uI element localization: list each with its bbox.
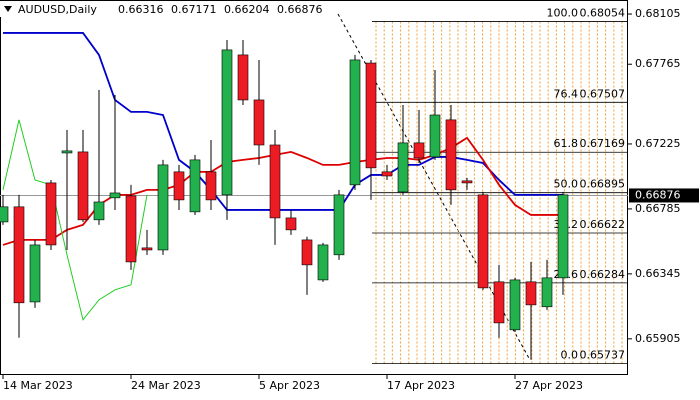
candle-body [333, 194, 345, 256]
candle-body [237, 54, 249, 101]
y-tick-label: 0.67225 [635, 137, 681, 150]
candle-body [445, 119, 457, 191]
candle-body [397, 142, 409, 193]
candle-body [269, 144, 281, 219]
y-tick-label: 0.67765 [635, 57, 681, 70]
candle-body [525, 281, 537, 306]
x-tick-label: 27 Apr 2023 [515, 379, 583, 392]
candle-body [557, 194, 569, 279]
fib-level-value: 0.66284 [580, 268, 626, 281]
header-high: 0.67171 [171, 3, 217, 16]
fib-level-value: 0.66895 [580, 178, 626, 191]
candle-body [381, 171, 393, 177]
candle-body [13, 206, 25, 304]
header-bg [0, 1, 335, 17]
candle-body [93, 201, 105, 221]
candle-body [77, 151, 89, 221]
candle-body [125, 195, 137, 263]
candle-body [29, 244, 41, 303]
candle-body [61, 150, 73, 154]
candle-body [253, 99, 265, 146]
symbol: AUDUSD,Daily [18, 3, 97, 16]
indicator-line [2, 119, 148, 321]
fib-level-label: 76.4 [554, 87, 579, 100]
candle-body [349, 59, 361, 186]
indicator-line [3, 32, 563, 211]
header-close: 0.66876 [277, 3, 323, 16]
candle-body [429, 114, 441, 158]
candle-body [413, 142, 425, 159]
candle-body [317, 244, 329, 281]
x-tick-label: 14 Mar 2023 [3, 379, 73, 392]
header-low: 0.66204 [224, 3, 270, 16]
last-price-label: 0.66876 [635, 188, 681, 201]
fib-level-value: 0.65737 [580, 349, 626, 362]
y-tick-label: 0.66785 [635, 202, 681, 215]
candle-body [189, 159, 201, 213]
candle-body [477, 194, 489, 289]
y-tick-label: 0.65905 [635, 332, 681, 345]
candle-body [221, 49, 233, 196]
candle-body [493, 281, 505, 324]
y-tick-label: 0.68105 [635, 7, 681, 20]
candle-body [285, 217, 297, 231]
candle-body [45, 182, 57, 246]
x-tick-label: 17 Apr 2023 [387, 379, 455, 392]
candle-body [461, 180, 473, 184]
candle-body [365, 62, 377, 169]
x-tick-label: 24 Mar 2023 [131, 379, 201, 392]
candle-body [541, 277, 553, 308]
fib-level-value: 0.66622 [580, 218, 626, 231]
candle-body [0, 206, 9, 223]
fib-level-label: 100.0 [547, 7, 579, 20]
candle-body [141, 247, 153, 251]
fib-level-value: 0.67169 [580, 137, 626, 150]
fib-level-value: 0.67507 [580, 87, 626, 100]
candle-body [205, 171, 217, 201]
header-open: 0.66316 [118, 3, 164, 16]
fib-level-label: 61.8 [554, 137, 579, 150]
fib-level-label: 50.0 [554, 178, 579, 191]
header-arrow [4, 6, 12, 12]
plot-frame [0, 0, 628, 375]
fib-level-value: 0.68054 [580, 7, 626, 20]
candle-body [109, 192, 121, 199]
candle-body [301, 239, 313, 266]
candle-body [173, 171, 185, 201]
candle-body [157, 164, 169, 251]
candle-body [509, 279, 521, 331]
x-tick-label: 5 Apr 2023 [259, 379, 320, 392]
fib-level-label: 0.0 [561, 349, 579, 362]
last-price-box [629, 188, 699, 203]
y-tick-label: 0.66345 [635, 267, 681, 280]
